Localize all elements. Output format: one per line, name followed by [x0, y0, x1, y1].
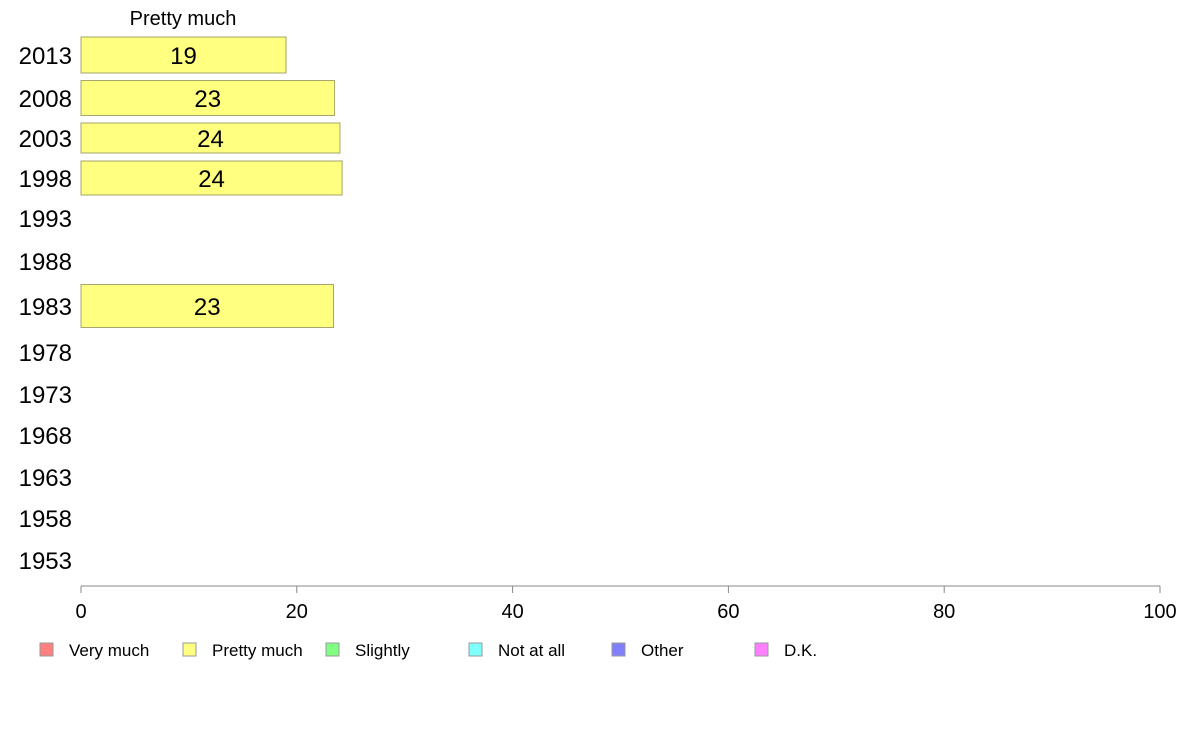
year-label-1973: 1973 — [19, 382, 72, 409]
legend-label: Not at all — [498, 641, 565, 660]
legend-label: Very much — [69, 641, 149, 660]
x-tick-label-80: 80 — [933, 601, 955, 623]
legend-label: Pretty much — [212, 641, 303, 660]
bar-2013 — [80, 36, 287, 74]
bar-label-1998: 24 — [198, 166, 225, 193]
bar-1998 — [80, 160, 343, 196]
year-label-1993: 1993 — [19, 206, 72, 233]
bars: 19 23 24 24 23 — [80, 36, 343, 328]
legend-label: D.K. — [784, 641, 817, 660]
year-label-1998: 1998 — [19, 166, 72, 193]
bar-2003 — [80, 122, 341, 154]
year-label-2003: 2003 — [19, 126, 72, 153]
year-label-1963: 1963 — [19, 465, 72, 492]
legend: Very much Pretty much Slightly Not at all Ot… — [39, 641, 817, 660]
bar-label-1983: 23 — [194, 294, 221, 321]
bar-label-2003: 24 — [197, 126, 224, 153]
x-tick-label-20: 20 — [286, 601, 308, 623]
bar-1983 — [80, 284, 334, 328]
year-label-1978: 1978 — [19, 340, 72, 367]
x-tick-label-0: 0 — [75, 601, 86, 623]
legend-swatch — [754, 642, 769, 657]
bar-label-2013: 19 — [170, 43, 197, 70]
year-label-2008: 2008 — [19, 86, 72, 113]
year-labels: 2013 2008 2003 1998 1993 1988 1983 1978 1973 1968… — [19, 43, 72, 575]
year-label-1958: 1958 — [19, 506, 72, 533]
year-label-2013: 2013 — [19, 43, 72, 70]
x-tick-label-60: 60 — [717, 601, 739, 623]
x-tick-label-100: 100 — [1143, 601, 1176, 623]
legend-swatch — [325, 642, 340, 657]
year-label-1953: 1953 — [19, 548, 72, 575]
legend-swatch — [611, 642, 626, 657]
legend-swatch — [39, 642, 54, 657]
legend-swatch — [468, 642, 483, 657]
legend-label: Other — [641, 641, 684, 660]
legend-swatch — [182, 642, 197, 657]
year-label-1968: 1968 — [19, 423, 72, 450]
x-tick-label-40: 40 — [501, 601, 523, 623]
bar-2008 — [80, 80, 336, 116]
year-label-1983: 1983 — [19, 294, 72, 321]
year-label-1988: 1988 — [19, 249, 72, 276]
legend-label: Slightly — [355, 641, 410, 660]
bar-label-2008: 23 — [194, 86, 221, 113]
x-axis: 0 20 40 60 80 100 — [75, 585, 1177, 623]
column-title: Pretty much — [130, 8, 237, 30]
